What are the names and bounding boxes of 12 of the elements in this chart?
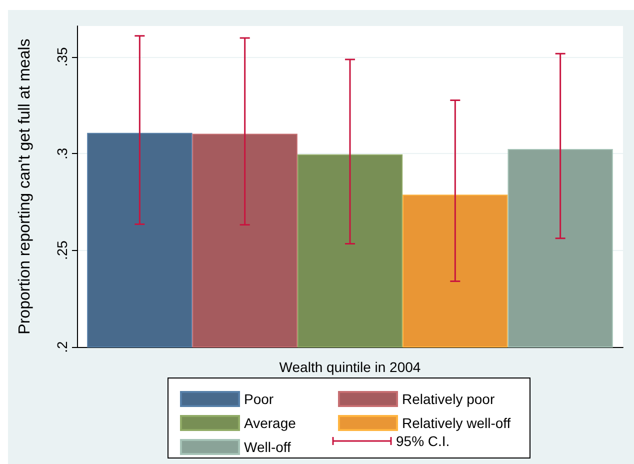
legend-label: Well-off xyxy=(244,439,292,455)
x-axis-title: Wealth quintile in 2004 xyxy=(279,358,421,375)
legend-label: Relatively well-off xyxy=(402,415,511,431)
y-tick-label: .25 xyxy=(54,240,70,260)
text: 95% C.I. xyxy=(396,433,450,449)
legend-label: Relatively poor xyxy=(402,391,495,407)
legend-label: Average xyxy=(244,415,296,431)
y-tick-label: .35 xyxy=(54,47,70,67)
y-tick-label: .2 xyxy=(54,340,70,353)
y-axis-title: Proportion reporting can't get full at meals xyxy=(16,38,34,334)
y-tick-label: .3 xyxy=(54,148,70,160)
legend-label: Poor xyxy=(244,391,274,407)
